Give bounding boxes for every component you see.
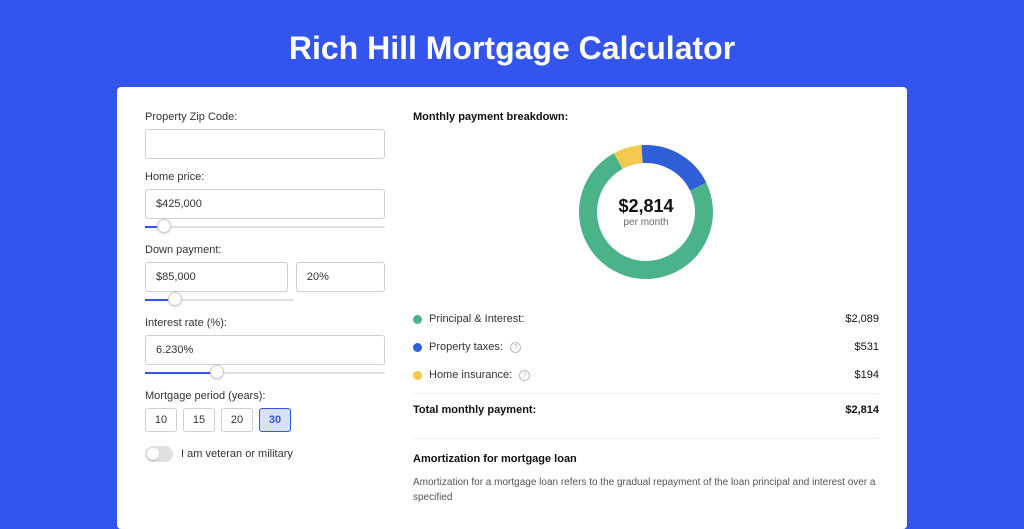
amortization-section: Amortization for mortgage loan Amortizat… [413,438,879,505]
veteran-toggle-row: I am veteran or military [145,446,385,462]
calculator-card: Property Zip Code: Home price: Down paym… [117,87,907,529]
period-btn-10[interactable]: 10 [145,408,177,432]
interest-rate-input[interactable] [145,335,385,365]
veteran-toggle[interactable] [145,446,173,462]
period-btn-20[interactable]: 20 [221,408,253,432]
legend-label: Property taxes: [429,341,503,353]
legend-value: $531 [855,341,879,353]
interest-rate-group: Interest rate (%): [145,317,385,378]
legend-label: Principal & Interest: [429,313,524,325]
total-row: Total monthly payment: $2,814 [413,393,879,426]
donut-chart-wrap: $2,814 per month [413,137,879,287]
total-value: $2,814 [845,404,879,416]
home-price-input[interactable] [145,189,385,219]
page-title: Rich Hill Mortgage Calculator [0,0,1024,87]
legend-label: Home insurance: [429,369,512,381]
donut-center: $2,814 per month [618,196,673,228]
zip-field-group: Property Zip Code: [145,111,385,159]
home-price-slider[interactable] [145,222,385,232]
legend-dot-icon [413,343,422,352]
legend-value: $2,089 [845,313,879,325]
info-icon[interactable]: ? [519,370,530,381]
down-payment-group: Down payment: [145,244,385,305]
info-icon[interactable]: ? [510,342,521,353]
legend-value: $194 [855,369,879,381]
donut-amount: $2,814 [618,196,673,217]
down-payment-slider[interactable] [145,295,294,305]
down-payment-amount-input[interactable] [145,262,288,292]
toggle-knob [147,448,159,460]
zip-label: Property Zip Code: [145,111,385,123]
breakdown-column: Monthly payment breakdown: $2,814 per mo… [413,111,879,505]
down-payment-percent-input[interactable] [296,262,385,292]
interest-rate-label: Interest rate (%): [145,317,385,329]
legend-row-1: Property taxes:? $531 [413,333,879,361]
interest-rate-slider[interactable] [145,368,385,378]
period-btn-15[interactable]: 15 [183,408,215,432]
legend-dot-icon [413,315,422,324]
mortgage-period-group: Mortgage period (years): 10152030 [145,390,385,432]
legend-row-0: Principal & Interest: $2,089 [413,305,879,333]
home-price-label: Home price: [145,171,385,183]
period-btn-30[interactable]: 30 [259,408,291,432]
donut-period-label: per month [618,217,673,228]
total-label: Total monthly payment: [413,404,536,416]
legend-dot-icon [413,371,422,380]
mortgage-period-label: Mortgage period (years): [145,390,385,402]
veteran-label: I am veteran or military [181,448,293,460]
legend-row-2: Home insurance:? $194 [413,361,879,389]
zip-input[interactable] [145,129,385,159]
amortization-text: Amortization for a mortgage loan refers … [413,475,879,505]
down-payment-label: Down payment: [145,244,385,256]
home-price-group: Home price: [145,171,385,232]
amortization-title: Amortization for mortgage loan [413,453,879,465]
breakdown-title: Monthly payment breakdown: [413,111,879,123]
donut-chart: $2,814 per month [571,137,721,287]
form-column: Property Zip Code: Home price: Down paym… [145,111,385,505]
